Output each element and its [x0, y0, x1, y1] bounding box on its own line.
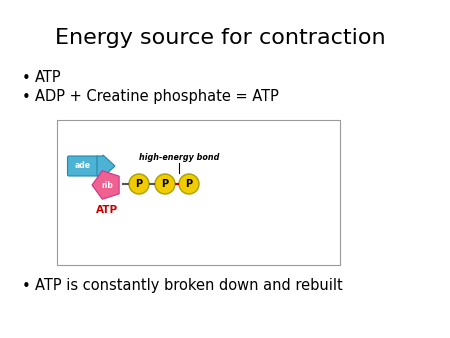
- Text: ADP + Creatine phosphate = ATP: ADP + Creatine phosphate = ATP: [35, 89, 279, 104]
- FancyBboxPatch shape: [68, 156, 99, 176]
- Text: rib: rib: [101, 180, 113, 190]
- Text: ade: ade: [75, 162, 91, 170]
- Circle shape: [179, 174, 199, 194]
- Text: P: P: [185, 179, 193, 189]
- FancyArrow shape: [97, 155, 115, 177]
- Circle shape: [155, 174, 175, 194]
- Text: ATP: ATP: [35, 70, 62, 85]
- Text: ATP is constantly broken down and rebuilt: ATP is constantly broken down and rebuil…: [35, 278, 343, 293]
- Bar: [57, 120, 340, 265]
- Text: ATP: ATP: [96, 205, 118, 215]
- Text: Energy source for contraction: Energy source for contraction: [55, 28, 385, 48]
- Text: •: •: [22, 71, 31, 86]
- Circle shape: [129, 174, 149, 194]
- Text: P: P: [135, 179, 143, 189]
- Text: •: •: [22, 90, 31, 105]
- Text: P: P: [162, 179, 169, 189]
- Text: high-energy bond: high-energy bond: [139, 153, 219, 162]
- Text: •: •: [22, 279, 31, 294]
